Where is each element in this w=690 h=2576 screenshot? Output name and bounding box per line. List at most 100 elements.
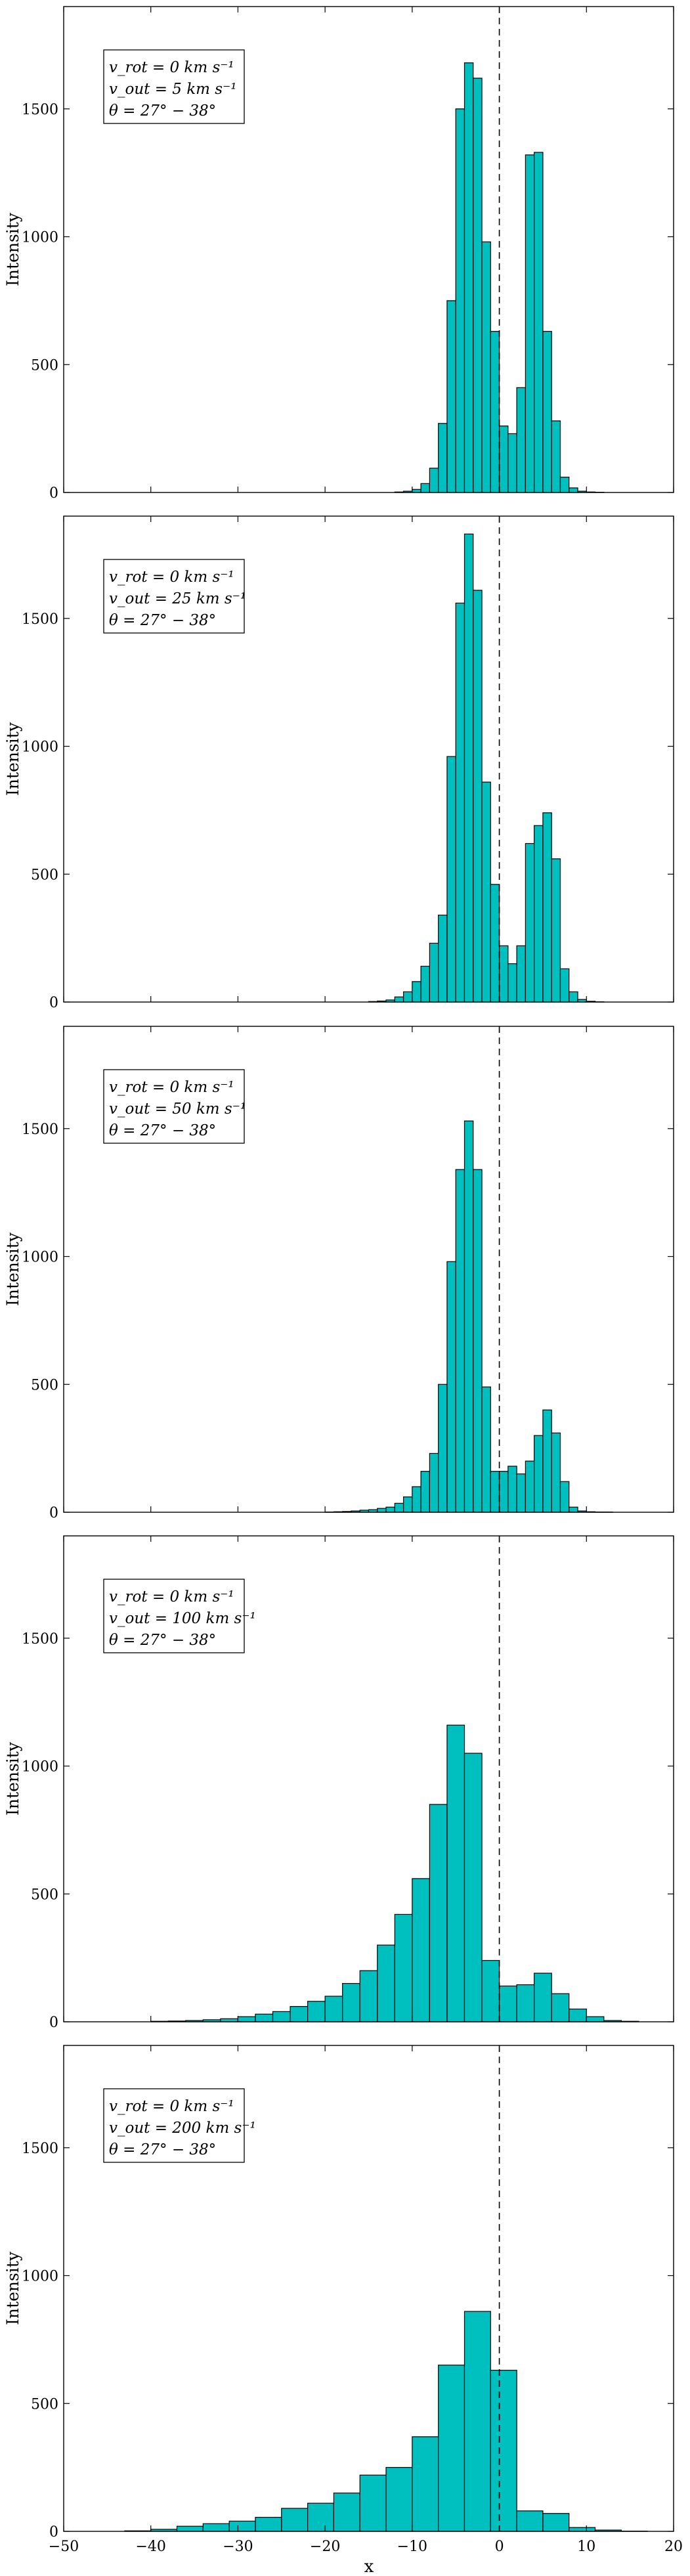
legend-entry: v_rot = 0 km s⁻¹ (109, 1079, 234, 1096)
x-axis-label: x (364, 2557, 374, 2576)
histogram-bar (559, 968, 570, 1003)
legend-entry: v_out = 100 km s⁻¹ (109, 1610, 256, 1627)
histogram-bar (516, 1984, 535, 2022)
x-tick-label: 10 (577, 2539, 595, 2555)
histogram-bar (420, 1471, 431, 1513)
histogram-bar (377, 1508, 387, 1513)
histogram-bar (438, 1384, 448, 1513)
y-tick-label: 500 (31, 1887, 58, 1903)
panel-stack: 0 500 1000 1500 Intensity v_rot = 0 km s⁻¹ v_o… (3, 6, 674, 2541)
legend-box: v_rot = 0 km s⁻¹ v_out = 50 km s⁻¹ θ = 27°… (103, 1069, 246, 1144)
histogram-bar (412, 489, 421, 493)
histogram-bar (516, 1473, 526, 1513)
legend-frame (103, 49, 245, 124)
histogram-bar (507, 963, 517, 1003)
histogram-bar (464, 533, 474, 1003)
histogram-bar (481, 781, 491, 1003)
histogram-bar (385, 1506, 395, 1513)
histogram-bar (464, 62, 474, 493)
histogram-bar (359, 1970, 378, 2022)
histogram-bar (429, 468, 439, 493)
histogram-bar (255, 2013, 274, 2022)
legend-box: v_rot = 0 km s⁻¹ v_out = 100 km s⁻¹ θ = 27… (103, 1579, 256, 1653)
y-tick-label: 1000 (22, 739, 58, 756)
legend-box: v_rot = 0 km s⁻¹ v_out = 200 km s⁻¹ θ = 27… (103, 2088, 256, 2163)
legend-entry: v_out = 5 km s⁻¹ (109, 81, 236, 98)
x-tick-label: −20 (310, 2539, 340, 2555)
legend-entry: v_out = 25 km s⁻¹ (109, 590, 246, 607)
y-tick-label: 1000 (22, 1250, 58, 1266)
histogram-bar (220, 2018, 239, 2022)
histogram-panel: 0 500 1000 1500 Intensity v_rot = 0 km s⁻¹ v_o… (3, 1026, 674, 1521)
histogram-bar (402, 1496, 413, 1513)
histogram-bar (446, 1261, 456, 1513)
legend-entry: θ = 27° − 38° (109, 1632, 216, 1649)
axes-frame (63, 1026, 674, 1513)
legend-frame (103, 1069, 245, 1144)
histogram-bar (402, 991, 413, 1003)
y-tick-label: 0 (49, 995, 58, 1011)
histogram-bar (420, 965, 431, 1003)
histogram-bar (481, 241, 491, 493)
legend-entry: v_rot = 0 km s⁻¹ (109, 1588, 234, 1605)
histogram-bar (569, 2527, 596, 2532)
histogram-bar (542, 812, 552, 1003)
histogram-bar (438, 423, 448, 493)
legend-entry: θ = 27° − 38° (109, 1122, 216, 1139)
x-tick-label: 20 (664, 2539, 683, 2555)
histogram-panel: 0 500 1000 1500 Intensity v_rot = 0 km s⁻¹ v_o… (3, 515, 674, 1011)
histogram-bar (542, 1409, 552, 1513)
legend-box: v_rot = 0 km s⁻¹ v_out = 5 km s⁻¹ θ = 27° … (103, 49, 245, 124)
y-tick-label: 1500 (22, 2141, 58, 2157)
histogram-bar (498, 1985, 517, 2022)
legend-entry: v_out = 50 km s⁻¹ (109, 1101, 246, 1118)
histogram-bar (202, 2523, 230, 2532)
histogram-bar (429, 1452, 439, 1513)
histogram-bar (412, 1878, 430, 2022)
legend-entry: v_out = 200 km s⁻¹ (109, 2120, 256, 2137)
legend-entry: v_rot = 0 km s⁻¹ (109, 59, 234, 76)
histogram-bar (455, 1169, 465, 1513)
legend-box: v_rot = 0 km s⁻¹ v_out = 25 km s⁻¹ θ = 27°… (103, 559, 246, 634)
histogram-bar (307, 2502, 335, 2532)
histogram-bar (551, 420, 561, 493)
legend-entry: θ = 27° − 38° (109, 102, 216, 120)
histogram-bar (394, 1913, 413, 2022)
histogram-bar (412, 1486, 421, 1513)
histogram-bar (498, 426, 509, 493)
axes-frame (63, 515, 674, 1003)
histogram-bar (507, 1466, 517, 1513)
y-tick-label: 500 (31, 867, 58, 883)
histogram-bar (464, 1120, 474, 1513)
legend-frame (103, 559, 245, 634)
histogram-bar (481, 1386, 491, 1513)
x-tick-label: −40 (135, 2539, 165, 2555)
histogram-bar (446, 756, 456, 1003)
histogram-bar (377, 1944, 395, 2022)
histogram-bar (559, 477, 570, 493)
legend-frame (103, 2088, 245, 2163)
histogram-bar (569, 1506, 578, 1513)
histogram-bar (438, 2365, 465, 2532)
histogram-bar (333, 2492, 360, 2532)
x-tick-labels: −50 −40 −30 −20 −10 0 10 20 (49, 2539, 683, 2555)
histogram-bar (385, 2467, 413, 2532)
histogram-bar (490, 331, 500, 493)
histogram-bar (342, 1982, 360, 2022)
histogram-bar (525, 154, 535, 493)
histogram-bar (481, 1959, 500, 2022)
histogram-bar (490, 884, 500, 1003)
histogram-bar (551, 858, 561, 1003)
histogram-bar (412, 2436, 439, 2532)
y-tick-label: 1500 (22, 1122, 58, 1138)
y-tick-label: 500 (31, 1377, 58, 1393)
histogram-bar (324, 1996, 343, 2022)
y-tick-label: 0 (49, 485, 58, 502)
histogram-bar (534, 1435, 544, 1513)
histogram-bar (569, 487, 578, 493)
legend-entry: v_rot = 0 km s⁻¹ (109, 2098, 234, 2115)
histogram-bar (507, 433, 517, 493)
histogram-bar (394, 1502, 404, 1513)
histogram-panel: 0 500 1000 1500 Intensity v_rot = 0 km s⁻¹ v_o… (3, 1535, 674, 2031)
